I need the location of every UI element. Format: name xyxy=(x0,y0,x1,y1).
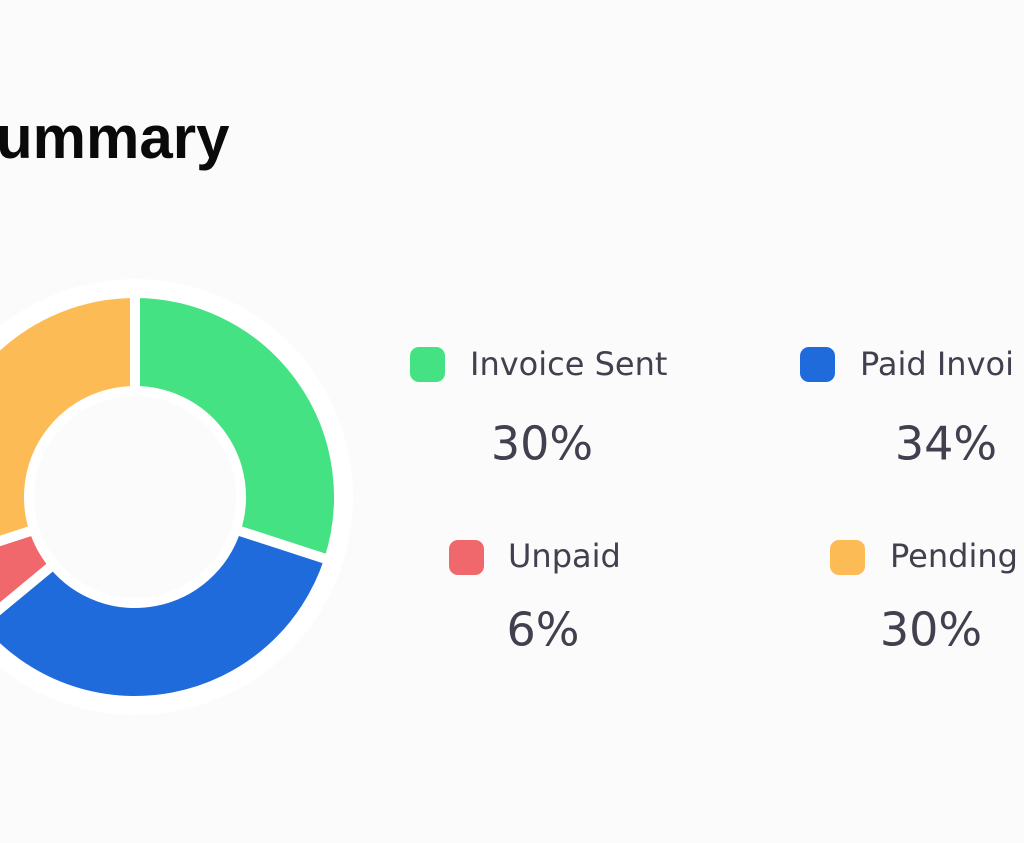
legend-swatch xyxy=(800,347,835,382)
legend-swatch xyxy=(449,540,484,575)
value-label: 30% xyxy=(880,603,982,657)
donut-segment xyxy=(0,523,336,706)
donut-segment xyxy=(0,523,61,616)
legend-label: Invoice Sent xyxy=(470,345,667,383)
donut-segment xyxy=(130,287,344,567)
value-label: 6% xyxy=(507,603,580,657)
legend-label: Unpaid xyxy=(508,537,621,575)
donut-segment xyxy=(0,287,140,547)
donut-hole xyxy=(34,396,236,598)
value-label: 34% xyxy=(895,417,997,471)
value-label: 30% xyxy=(491,417,593,471)
legend-swatch xyxy=(410,347,445,382)
legend-swatch xyxy=(830,540,865,575)
legend-label: Paid Invoi xyxy=(860,345,1014,383)
chart-title: ummary xyxy=(0,104,230,171)
legend-label: Pending xyxy=(890,537,1018,575)
